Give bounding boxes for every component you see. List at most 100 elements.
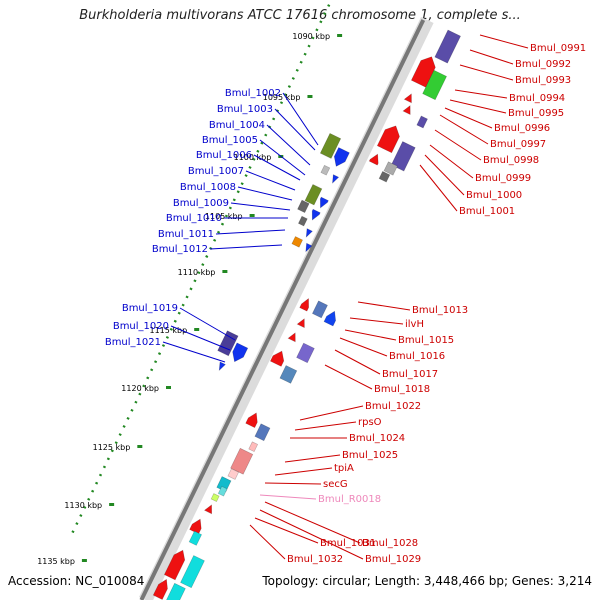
forward-gene <box>332 174 340 184</box>
right-gene-label: Bmul_1000 <box>466 190 522 201</box>
label-leader <box>294 421 357 431</box>
label-leader <box>249 524 286 560</box>
kbp-tick <box>222 270 228 273</box>
right-gene-label: Bmul_1031 <box>320 538 376 549</box>
kbp-label: 1110 kbp <box>178 268 216 277</box>
gene-shape <box>298 215 308 227</box>
label-leader <box>253 154 301 181</box>
right-gene-label: Bmul_1015 <box>398 335 454 346</box>
right-gene-label: Bmul_R0018 <box>318 494 381 505</box>
label-leader <box>282 92 319 146</box>
forward-gene <box>319 132 342 159</box>
left-gene-label: Bmul_1020 <box>113 321 169 332</box>
kbp-label: 1125 kbp <box>93 443 131 452</box>
forward-gene <box>217 330 239 357</box>
right-gene-label: secG <box>323 479 348 490</box>
gene-shape <box>422 69 447 101</box>
label-leader <box>479 34 529 49</box>
gene-shape <box>296 342 315 364</box>
forward-gene <box>305 228 313 238</box>
forward-gene <box>320 164 331 176</box>
gene-shape <box>311 208 321 221</box>
left-gene-label: Bmul_1004 <box>209 120 265 131</box>
right-gene-label: Bmul_0996 <box>494 123 550 134</box>
reverse-gene <box>376 125 400 154</box>
reverse-gene <box>245 412 258 429</box>
label-leader <box>339 337 388 357</box>
accession-text: Accession: NC_010084 <box>8 574 145 588</box>
right-gene-label: rpsO <box>358 417 382 428</box>
right-gene-label: Bmul_1017 <box>382 369 438 380</box>
left-gene-label: Bmul_1011 <box>158 229 214 240</box>
gene-shape <box>296 318 305 329</box>
gene-shape <box>402 105 411 116</box>
reverse-gene <box>311 300 328 319</box>
label-leader <box>162 341 226 363</box>
right-gene-label: Bmul_0998 <box>483 155 539 166</box>
forward-gene <box>218 361 226 372</box>
gene-shape <box>305 228 313 238</box>
reverse-gene <box>378 170 391 183</box>
reverse-gene <box>152 578 168 600</box>
reverse-gene <box>269 350 285 367</box>
kbp-label: 1100 kbp <box>234 153 272 162</box>
kbp-ruler <box>70 0 333 535</box>
label-leader <box>254 517 319 544</box>
left-gene-label: Bmul_1002 <box>225 88 281 99</box>
right-gene-label: Bmul_1022 <box>365 401 421 412</box>
right-gene-label: Bmul_1001 <box>459 206 515 217</box>
gene-shape <box>368 153 379 166</box>
gene-shape <box>434 29 461 64</box>
gene-shape <box>217 485 228 497</box>
left-gene-label: Bmul_1010 <box>166 213 222 224</box>
gene-shape <box>188 530 202 546</box>
backbone-line <box>139 19 426 600</box>
reverse-gene <box>383 161 398 176</box>
gene-shape <box>291 236 303 248</box>
label-leader <box>274 108 316 151</box>
gene-shape <box>218 361 226 372</box>
forward-gene <box>320 196 329 209</box>
gene-shape <box>152 578 168 600</box>
gene-shape <box>378 170 391 183</box>
label-leader <box>434 129 482 161</box>
kbp-label: 1095 kbp <box>263 93 301 102</box>
kbp-label: 1135 kbp <box>37 557 75 566</box>
label-leader <box>419 164 458 212</box>
gene-shape <box>383 161 398 176</box>
gene-shape <box>203 504 213 515</box>
right-gene-label: Bmul_1013 <box>412 305 468 316</box>
reverse-gene <box>279 365 298 384</box>
left-gene-label: Bmul_1019 <box>122 303 178 314</box>
label-leader <box>215 229 286 235</box>
kbp-tick <box>166 386 172 389</box>
right-gene-label: Bmul_0993 <box>515 75 571 86</box>
label-leader <box>259 139 306 176</box>
reverse-gene <box>296 342 315 364</box>
label-leader <box>259 509 364 560</box>
gene-shape <box>180 555 205 589</box>
right-gene-label: Bmul_1025 <box>342 450 398 461</box>
label-leader <box>179 307 236 341</box>
kbp-tick <box>249 214 255 217</box>
kbp-tick <box>337 34 343 37</box>
forward-gene <box>305 242 313 253</box>
right-gene-label: Bmul_1024 <box>349 433 405 444</box>
right-gene-label: ilvH <box>405 319 424 330</box>
label-leader <box>324 364 373 390</box>
kbp-label: 1130 kbp <box>64 501 102 510</box>
reverse-gene <box>230 447 254 475</box>
left-gene-label: Bmul_1003 <box>217 104 273 115</box>
reverse-gene <box>217 485 228 497</box>
gene-shape <box>297 199 310 214</box>
label-leader <box>237 186 293 201</box>
right-gene-label: tpiA <box>334 463 354 474</box>
reverse-gene <box>203 504 213 515</box>
reverse-gene <box>161 582 186 600</box>
gene-shape <box>161 582 186 600</box>
right-gene-label: Bmul_1018 <box>374 384 430 395</box>
label-leader <box>357 301 411 311</box>
gene-shape <box>305 242 313 253</box>
reverse-gene <box>299 297 309 312</box>
right-gene-label: Bmul_0999 <box>475 173 531 184</box>
